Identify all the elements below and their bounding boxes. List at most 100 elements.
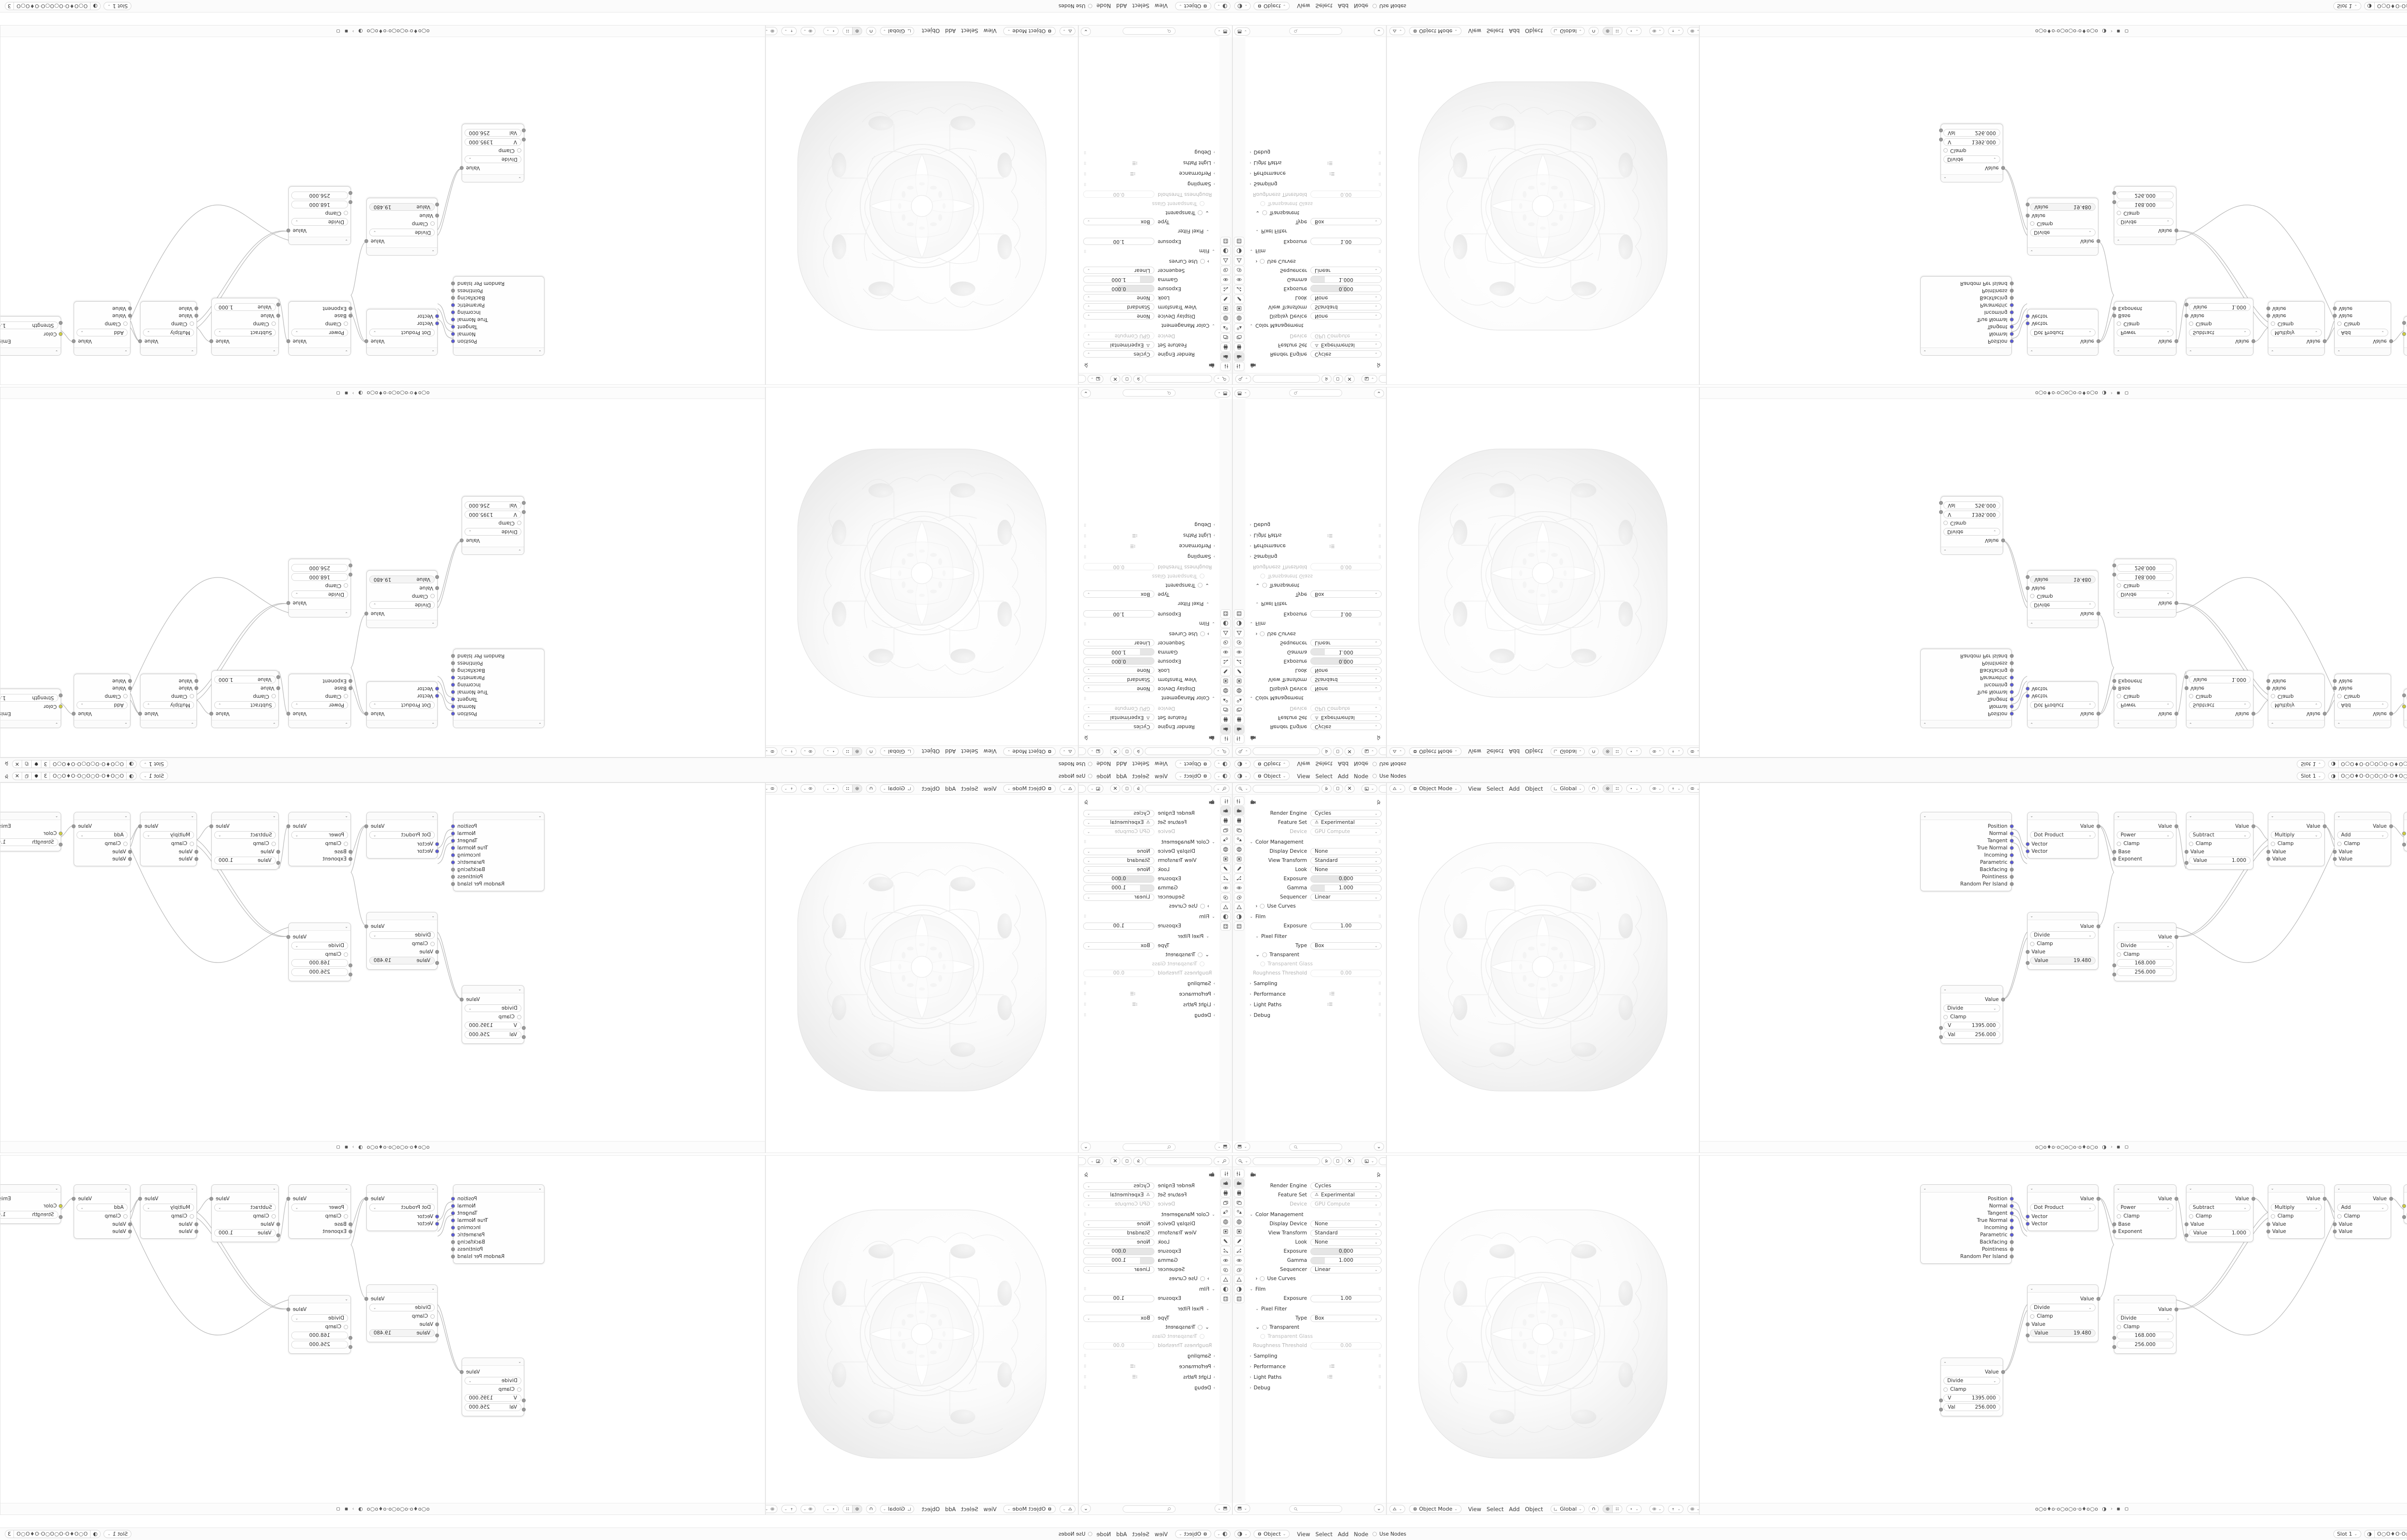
socket-val[interactable] (194, 857, 199, 861)
socket-val[interactable] (286, 935, 291, 939)
constraint-icon[interactable] (1220, 266, 1231, 275)
socket-val[interactable] (522, 1408, 526, 1412)
cm-gamma-slider[interactable]: 1.000 (1310, 276, 1382, 283)
operation-dropdown[interactable]: Multiply ⌄ (143, 701, 194, 709)
node-header[interactable]: ⌄ (2187, 1185, 2253, 1193)
node-header[interactable]: ⌄ (367, 1285, 437, 1293)
socket-val[interactable] (2112, 679, 2116, 683)
socket-vec[interactable] (451, 1232, 455, 1237)
node-emission[interactable]: ⌄ EmissionColorStrength1.000 (0, 1184, 63, 1224)
scene-icon[interactable] (1234, 1207, 1244, 1217)
node-dot-product[interactable]: ⌄ Value Dot Product ⌄ Vector Vector (2025, 309, 2100, 356)
cm-exposure-slider[interactable]: 0.000 (1310, 875, 1382, 883)
operation-dropdown[interactable]: Multiply ⌄ (143, 1204, 194, 1211)
socket-val[interactable] (2025, 1334, 2030, 1337)
value-field[interactable]: Value 19.480 (369, 203, 435, 211)
proportional-edit-icon[interactable] (852, 1505, 862, 1513)
socket-val[interactable] (2112, 849, 2116, 854)
roughness-threshold-field[interactable]: 0.00 (1083, 191, 1154, 198)
material-users-count[interactable]: 3 (41, 760, 50, 768)
search-input[interactable] (1123, 27, 1176, 35)
socket-val[interactable] (2001, 1370, 2005, 1374)
clamp-toggle[interactable]: Clamp (2189, 1213, 2251, 1219)
socket-vec[interactable] (2009, 1218, 2014, 1222)
pixel-filter-type-dropdown[interactable]: Box ⌄ (1083, 590, 1154, 598)
socket-val[interactable] (2009, 1247, 2014, 1251)
physics-icon[interactable] (1234, 1256, 1244, 1265)
socket-val[interactable] (2009, 289, 2014, 293)
value-field[interactable]: Value 1.000 (2189, 857, 2251, 864)
socket-val[interactable] (2096, 239, 2100, 244)
socket-vec[interactable] (2009, 325, 2014, 329)
value-field[interactable]: 168.000 (291, 1332, 348, 1339)
cm-exposure-slider[interactable]: 0.000 (1083, 657, 1154, 665)
gizmo-icon[interactable]: ⌄ (781, 1505, 797, 1513)
feature-set-dropdown[interactable]: ⚠ Experimental ⌄ (1310, 714, 1382, 721)
node-add[interactable]: ⌄ Value Add ⌄ Clamp Value Value (72, 674, 132, 728)
modifier-icon[interactable] (1220, 864, 1231, 873)
collection-icon[interactable] (1220, 677, 1231, 686)
viewport-3d-upper[interactable]: ⌄ Object Mode ⌄ View Select Add Object Gl… (1386, 783, 1699, 1153)
socket-val[interactable] (72, 339, 76, 344)
physics-icon[interactable] (1220, 648, 1231, 657)
node-divide-19480[interactable]: ⌄ Value Divide ⌄ Clamp Value Value 19.480 (364, 912, 440, 970)
output-icon[interactable] (1234, 715, 1244, 724)
material-users-count[interactable]: 3 (41, 772, 50, 780)
texture-icon[interactable] (1220, 609, 1231, 618)
socket-val[interactable] (349, 191, 353, 195)
socket-vec[interactable] (2009, 303, 2014, 308)
socket-val[interactable] (522, 1399, 526, 1402)
socket-val[interactable] (460, 166, 464, 170)
device-dropdown[interactable]: GPU Compute ⌄ (1083, 828, 1154, 835)
editor-type-icon[interactable]: ⌄ (1214, 760, 1230, 768)
node-header[interactable]: ⌄ (212, 1185, 278, 1193)
socket-val[interactable] (128, 1229, 132, 1233)
operation-dropdown[interactable]: Subtract ⌄ (2189, 329, 2251, 336)
output-icon[interactable] (1220, 1188, 1231, 1197)
operation-dropdown[interactable]: Dot Product ⌄ (369, 329, 435, 336)
socket-val[interactable] (138, 1196, 142, 1201)
socket-vec[interactable] (2009, 339, 2014, 344)
editor-type-icon[interactable]: ⌄ (1389, 1505, 1405, 1513)
clamp-toggle[interactable]: Clamp (2030, 593, 2096, 600)
node-header[interactable]: ⌄ (2114, 923, 2176, 931)
socket-val[interactable] (2112, 973, 2116, 976)
object-data-icon[interactable] (1220, 1275, 1231, 1284)
node-emission[interactable]: ⌄ EmissionColorStrength1.000 (2402, 812, 2407, 851)
proportional-falloff-icon[interactable] (1613, 27, 1623, 35)
node-header[interactable]: ⌄ (0, 1185, 61, 1193)
socket-val[interactable] (435, 214, 440, 218)
socket-val[interactable] (460, 997, 464, 1001)
clamp-toggle[interactable]: Clamp (143, 321, 194, 327)
socket-val[interactable] (435, 950, 440, 954)
socket-val[interactable] (2322, 1196, 2327, 1201)
node-header[interactable]: ⌄ (1921, 812, 2011, 820)
node-header[interactable]: ⌄ (1921, 347, 2011, 355)
properties-display-mode-icon[interactable]: ⌄ (1215, 1503, 1230, 1513)
node-header[interactable]: ⌄ (74, 720, 130, 728)
socket-vec[interactable] (2025, 687, 2030, 691)
shader-node-editor-lower[interactable]: ⌄ Position Normal Tangent True Normal Incomi… (0, 25, 765, 385)
operation-dropdown[interactable]: Add ⌄ (2337, 831, 2388, 839)
viewport-menu-object[interactable]: Object (921, 1505, 940, 1513)
browse-image-icon[interactable]: ⌄ (1361, 375, 1377, 383)
socket-val[interactable] (2009, 867, 2014, 872)
node-header[interactable]: ⌄ (141, 1185, 196, 1193)
node-divide-19480[interactable]: ⌄ Value Divide ⌄ Clamp Value Value 19.480 (364, 570, 440, 628)
preset-list-icon[interactable]: ⁞☰ (1130, 991, 1136, 997)
viewport-menu-object[interactable]: Object (1525, 27, 1543, 35)
constraint-icon[interactable] (1220, 893, 1231, 902)
value-field[interactable]: 256.000 (291, 192, 348, 199)
device-dropdown[interactable]: GPU Compute ⌄ (1083, 1200, 1154, 1208)
cm-gamma-slider[interactable]: 1.000 (1310, 884, 1382, 892)
gizmo-icon[interactable]: ⌄ (781, 747, 797, 756)
overlays-icon[interactable]: ⌄ (765, 747, 777, 756)
proportional-falloff-icon[interactable] (842, 1505, 852, 1513)
preset-list-icon[interactable]: ⁞☰ (1329, 1364, 1335, 1369)
node-header[interactable]: ⌄ (289, 1296, 350, 1303)
node-header[interactable]: ⌄ (1941, 174, 2003, 182)
roughness-threshold-field[interactable]: 0.00 (1083, 1342, 1154, 1349)
material-icon[interactable] (2364, 2, 2375, 10)
operation-dropdown[interactable]: Power ⌄ (2117, 329, 2174, 336)
node-geometry[interactable]: ⌄ Position Normal Tangent True Normal Incomi… (451, 1184, 544, 1264)
